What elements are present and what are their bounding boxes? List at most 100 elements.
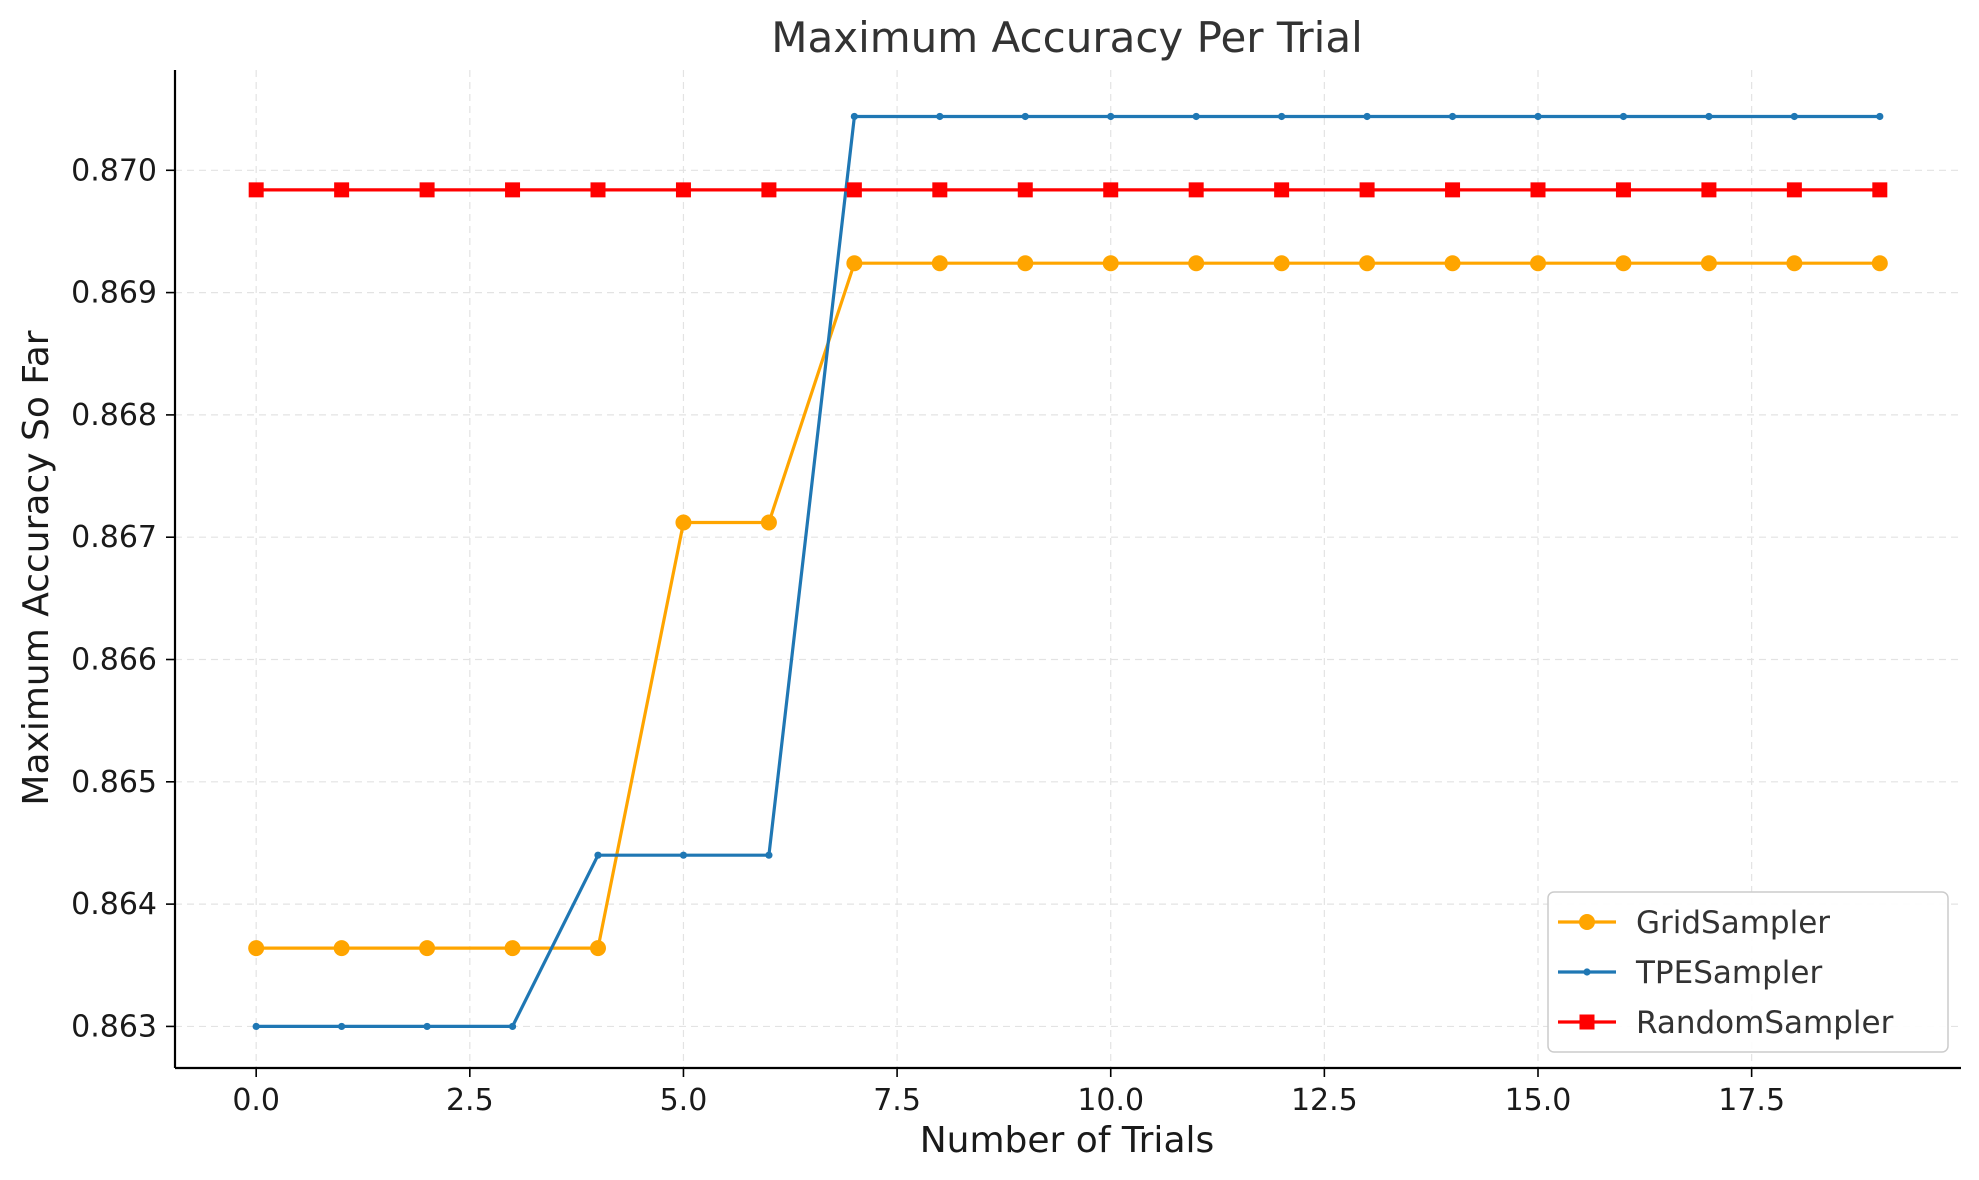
data-point: [1871, 255, 1888, 272]
data-point: [252, 1022, 260, 1031]
data-point: [1017, 182, 1033, 198]
x-axis-title: Number of Trials: [920, 1120, 1215, 1161]
data-point: [761, 182, 777, 198]
data-point: [1445, 182, 1461, 198]
data-point: [931, 255, 948, 272]
data-point: [1017, 255, 1034, 272]
data-point: [248, 182, 264, 198]
data-point: [846, 182, 862, 198]
data-point: [338, 1022, 346, 1031]
y-tick-label: 0.868: [71, 398, 157, 433]
x-tick-label: 12.5: [1291, 1083, 1358, 1118]
data-point: [590, 182, 606, 198]
legend-swatch-marker: [1579, 1014, 1595, 1030]
data-point: [1444, 255, 1461, 272]
x-tick-label: 10.0: [1077, 1083, 1144, 1118]
data-point: [1700, 255, 1717, 272]
data-point: [1448, 112, 1457, 121]
data-point: [1359, 255, 1376, 272]
grid-lines: [175, 70, 1961, 1068]
data-point: [846, 255, 863, 272]
data-point: [419, 182, 435, 198]
data-point: [1188, 255, 1205, 272]
data-point: [333, 940, 350, 957]
legend-item: GridSampler: [1558, 905, 1830, 941]
data-point: [1786, 182, 1802, 198]
legend-label: RandomSampler: [1636, 1005, 1894, 1041]
data-point: [504, 940, 521, 957]
x-tick-label: 15.0: [1505, 1083, 1572, 1118]
data-point: [508, 1022, 517, 1031]
legend-label: TPESampler: [1635, 955, 1822, 991]
data-point: [594, 851, 602, 859]
legend-item: RandomSampler: [1558, 1005, 1894, 1041]
series-TPESampler: [252, 112, 1884, 1031]
legend-box: [1547, 891, 1949, 1053]
data-point: [1534, 112, 1542, 121]
data-point: [423, 1022, 431, 1031]
data-point: [1021, 112, 1029, 121]
y-tick-label: 0.869: [71, 276, 157, 311]
x-ticks: 0.0 2.5 5.0 7.5 10.0 12.5 15.0 17.5: [232, 1068, 1785, 1118]
chart-title: Maximum Accuracy Per Trial: [771, 13, 1363, 62]
data-point: [1107, 112, 1115, 121]
data-point: [1530, 255, 1546, 272]
y-tick-label: 0.865: [71, 765, 157, 800]
y-tick-label: 0.864: [71, 887, 157, 922]
data-point: [850, 112, 858, 121]
data-point: [419, 940, 436, 957]
data-point: [1615, 182, 1631, 198]
series-line: [256, 114, 1880, 1029]
x-tick-label: 17.5: [1718, 1083, 1785, 1118]
data-point: [1872, 182, 1888, 198]
data-point: [1103, 182, 1119, 198]
axes: [173, 70, 1961, 1070]
y-tick-label: 0.863: [71, 1009, 157, 1044]
data-point: [1705, 112, 1713, 121]
legend: GridSampler TPESampler RandomSampler: [1547, 891, 1949, 1053]
data-point: [760, 514, 777, 531]
data-point: [1363, 112, 1371, 121]
data-point: [1701, 182, 1717, 198]
x-tick-label: 7.5: [873, 1083, 921, 1118]
data-point: [334, 182, 350, 198]
series-RandomSampler: [248, 182, 1888, 198]
data-point: [1278, 112, 1286, 121]
data-point: [932, 182, 948, 198]
data-point: [1530, 182, 1546, 198]
data-point: [1876, 112, 1884, 121]
data-point: [1102, 255, 1119, 272]
legend-label: GridSampler: [1636, 905, 1830, 941]
y-tick-label: 0.870: [71, 153, 157, 188]
x-tick-label: 5.0: [660, 1083, 708, 1118]
data-point: [675, 514, 692, 531]
legend-item: TPESampler: [1558, 955, 1822, 991]
data-point: [1274, 182, 1290, 198]
data-point: [248, 940, 265, 957]
data-point: [1188, 182, 1204, 198]
data-point: [1273, 255, 1290, 272]
data-point: [590, 940, 606, 957]
data-point: [765, 851, 773, 859]
x-tick-label: 0.0: [232, 1083, 280, 1118]
y-tick-label: 0.867: [71, 520, 157, 555]
data-point: [1786, 255, 1803, 272]
y-ticks: 0.863 0.864 0.865 0.866 0.867 0.868 0.869 0.870: [71, 153, 175, 1044]
legend-swatch-marker: [1579, 914, 1595, 930]
data-point: [1359, 182, 1375, 198]
y-axis-title: Maximum Accuracy So Far: [16, 330, 57, 805]
data-point: [679, 851, 688, 859]
series-GridSampler: [248, 255, 1888, 957]
series-line: [256, 261, 1880, 950]
data-point: [936, 112, 944, 121]
data-point: [1615, 255, 1632, 272]
data-point: [1192, 112, 1200, 121]
series-layer: [248, 112, 1888, 1031]
data-point: [675, 182, 691, 198]
y-tick-label: 0.866: [71, 643, 157, 678]
data-point: [505, 182, 521, 198]
x-tick-label: 2.5: [446, 1083, 494, 1118]
data-point: [1619, 112, 1628, 121]
data-point: [1790, 112, 1798, 121]
